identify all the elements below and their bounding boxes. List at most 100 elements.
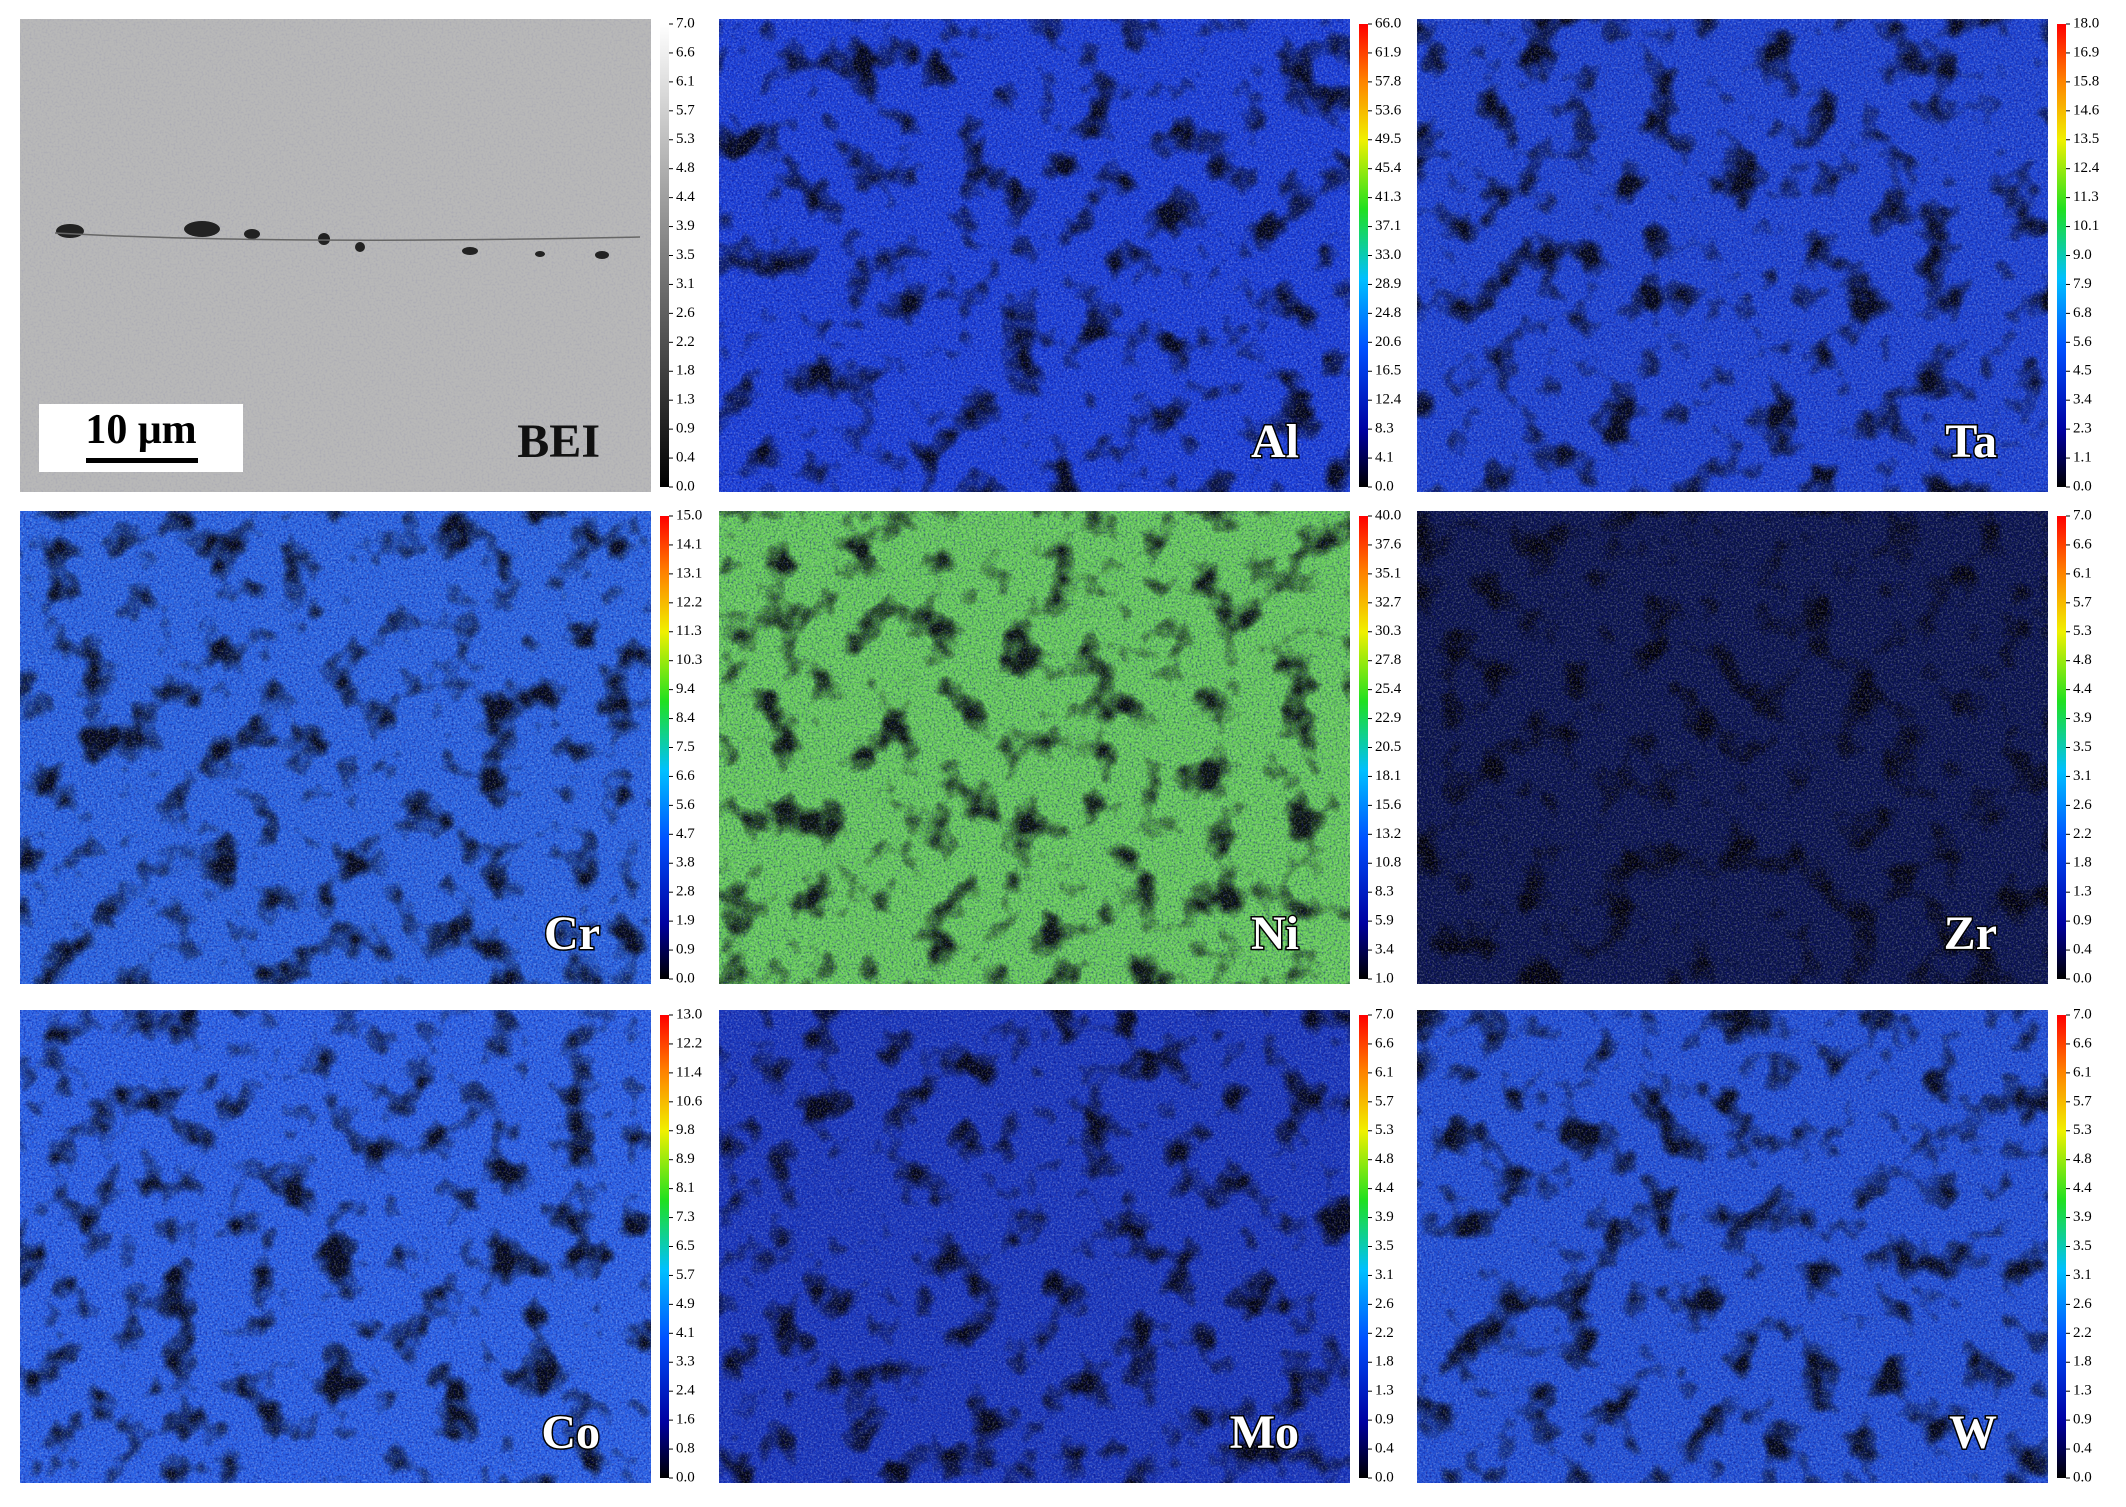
colorbar xyxy=(2057,516,2066,979)
colorbar-tick-label: 7.3 xyxy=(676,1209,695,1225)
colorbar-tick-label: 4.1 xyxy=(1375,450,1394,466)
colorbar-tick-label: 12.4 xyxy=(1375,392,1402,408)
colorbar-tick-label: 5.3 xyxy=(2073,623,2092,639)
colorbar-tick-label: 16.5 xyxy=(1375,363,1401,379)
colorbar-tick-label: 33.0 xyxy=(1375,247,1401,263)
colorbar-tick-label: 2.6 xyxy=(1375,1296,1394,1312)
colorbar-tick-label: 49.5 xyxy=(1375,131,1401,147)
colorbar-tick-label: 13.1 xyxy=(676,565,702,581)
colorbar-tick-label: 0.0 xyxy=(676,478,695,494)
colorbar-tick-label: 57.8 xyxy=(1375,73,1401,89)
colorbar xyxy=(1359,516,1368,979)
colorbar-tick-label: 4.4 xyxy=(676,189,695,205)
colorbar-tick-label: 5.7 xyxy=(1375,1093,1394,1109)
colorbar-tick-label: 3.1 xyxy=(676,276,695,292)
map-panel: 7.0 6.6 6.1 5.7 5.3 4.8 4.4 3.9 3.5 3.1 2.6 2.2 1.8 1… xyxy=(1417,507,2092,986)
colorbar-tick-label: 4.8 xyxy=(676,160,695,176)
colorbar-tick-label: 4.4 xyxy=(2073,1180,2092,1196)
colorbar-tick-label: 10.6 xyxy=(676,1093,703,1109)
colorbar-tick-label: 61.9 xyxy=(1375,44,1401,60)
colorbar-tick-label: 5.7 xyxy=(676,1267,695,1283)
colorbar-tick-label: 13.0 xyxy=(676,1006,702,1022)
colorbar-tick-label: 6.1 xyxy=(676,73,695,89)
colorbar-tick-label: 8.3 xyxy=(1375,421,1394,437)
colorbar-tick-label: 11.3 xyxy=(2073,189,2099,205)
colorbar-tick-label: 0.9 xyxy=(676,421,695,437)
colorbar-tick-label: 1.8 xyxy=(2073,1354,2092,1370)
colorbar-tick-label: 3.5 xyxy=(2073,739,2092,755)
pore xyxy=(244,229,260,239)
colorbar-tick-label: 0.4 xyxy=(2073,1441,2092,1457)
colorbar-tick-label: 4.9 xyxy=(676,1296,695,1312)
colorbar-tick-label: 15.0 xyxy=(676,507,702,523)
map-panel: 66.0 61.9 57.8 53.6 49.5 45.4 41.3 37.1 33.0 28.9… xyxy=(719,15,1402,494)
colorbar-tick-label: 0.9 xyxy=(1375,1412,1394,1428)
colorbar-tick-label: 0.8 xyxy=(676,1441,695,1457)
map-noise-dark xyxy=(719,511,1350,984)
colorbar-tick-label: 3.3 xyxy=(676,1354,695,1370)
element-label: Ta xyxy=(1945,415,1997,468)
map-panel: 7.0 6.6 6.1 5.7 5.3 4.8 4.4 3.9 3.5 3.1 2.6 2.2 1.8 1… xyxy=(1417,1006,2092,1485)
colorbar-tick-label: 13.2 xyxy=(1375,826,1401,842)
map-noise-dark xyxy=(1417,1010,2048,1483)
colorbar-tick-label: 4.4 xyxy=(2073,681,2092,697)
colorbar-tick-label: 5.6 xyxy=(676,797,695,813)
colorbar xyxy=(2057,1015,2066,1478)
colorbar-tick-label: 1.8 xyxy=(1375,1354,1394,1370)
scale-bar: 10 μm xyxy=(39,404,243,472)
map-panel: 7.0 6.6 6.1 5.7 5.3 4.8 4.4 3.9 3.5 3.1 2.6 2.2 1.8 1… xyxy=(719,1006,1394,1485)
colorbar-tick-label: 6.6 xyxy=(676,44,695,60)
colorbar-tick-label: 2.6 xyxy=(2073,1296,2092,1312)
colorbar-tick-label: 25.4 xyxy=(1375,681,1402,697)
colorbar-tick-label: 8.9 xyxy=(676,1151,695,1167)
colorbar-tick-label: 16.9 xyxy=(2073,44,2099,60)
colorbar-tick-label: 27.8 xyxy=(1375,652,1401,668)
pore xyxy=(318,233,330,245)
colorbar-tick-label: 0.0 xyxy=(2073,970,2092,986)
element-label: Cr xyxy=(544,907,600,960)
colorbar-tick-label: 12.2 xyxy=(676,1035,702,1051)
colorbar-tick-label: 8.4 xyxy=(676,710,695,726)
colorbar-tick-label: 5.3 xyxy=(676,131,695,147)
colorbar-tick-label: 5.7 xyxy=(676,102,695,118)
colorbar xyxy=(1359,24,1368,487)
colorbar-tick-label: 1.9 xyxy=(676,913,695,929)
colorbar-tick-label: 6.1 xyxy=(1375,1064,1394,1080)
colorbar-tick-label: 4.4 xyxy=(1375,1180,1394,1196)
colorbar-tick-label: 3.1 xyxy=(1375,1267,1394,1283)
colorbar-tick-label: 12.2 xyxy=(676,594,702,610)
colorbar-tick-label: 1.3 xyxy=(2073,884,2092,900)
colorbar-tick-label: 41.3 xyxy=(1375,189,1401,205)
colorbar-tick-label: 3.4 xyxy=(2073,392,2092,408)
colorbar-tick-label: 14.6 xyxy=(2073,102,2100,118)
pore xyxy=(595,251,609,259)
colorbar-tick-label: 0.9 xyxy=(2073,913,2092,929)
colorbar-tick-label: 18.1 xyxy=(1375,768,1401,784)
colorbar-tick-label: 6.6 xyxy=(2073,1035,2092,1051)
colorbar-tick-label: 8.3 xyxy=(1375,884,1394,900)
colorbar xyxy=(1359,1015,1368,1478)
colorbar-tick-label: 5.7 xyxy=(2073,1093,2092,1109)
colorbar-tick-label: 53.6 xyxy=(1375,102,1402,118)
colorbar-tick-label: 3.9 xyxy=(1375,1209,1394,1225)
colorbar-tick-label: 22.9 xyxy=(1375,710,1401,726)
colorbar-tick-label: 2.2 xyxy=(676,334,695,350)
colorbar-tick-label: 3.8 xyxy=(676,855,695,871)
element-label: BEI xyxy=(517,415,600,468)
element-label: Ni xyxy=(1251,907,1299,960)
colorbar-tick-label: 4.8 xyxy=(2073,652,2092,668)
colorbar-tick-label: 1.3 xyxy=(676,392,695,408)
crack xyxy=(54,232,641,241)
colorbar-tick-label: 0.0 xyxy=(1375,478,1394,494)
colorbar-tick-label: 0.0 xyxy=(676,970,695,986)
colorbar-tick-label: 1.1 xyxy=(2073,450,2092,466)
colorbar-tick-label: 30.3 xyxy=(1375,623,1401,639)
colorbar-tick-label: 3.5 xyxy=(1375,1238,1394,1254)
colorbar-tick-label: 4.5 xyxy=(2073,363,2092,379)
colorbar-tick-label: 24.8 xyxy=(1375,305,1401,321)
colorbar-tick-label: 6.1 xyxy=(2073,565,2092,581)
colorbar-tick-label: 5.3 xyxy=(2073,1122,2092,1138)
colorbar-tick-label: 6.8 xyxy=(2073,305,2092,321)
colorbar-tick-label: 4.8 xyxy=(1375,1151,1394,1167)
